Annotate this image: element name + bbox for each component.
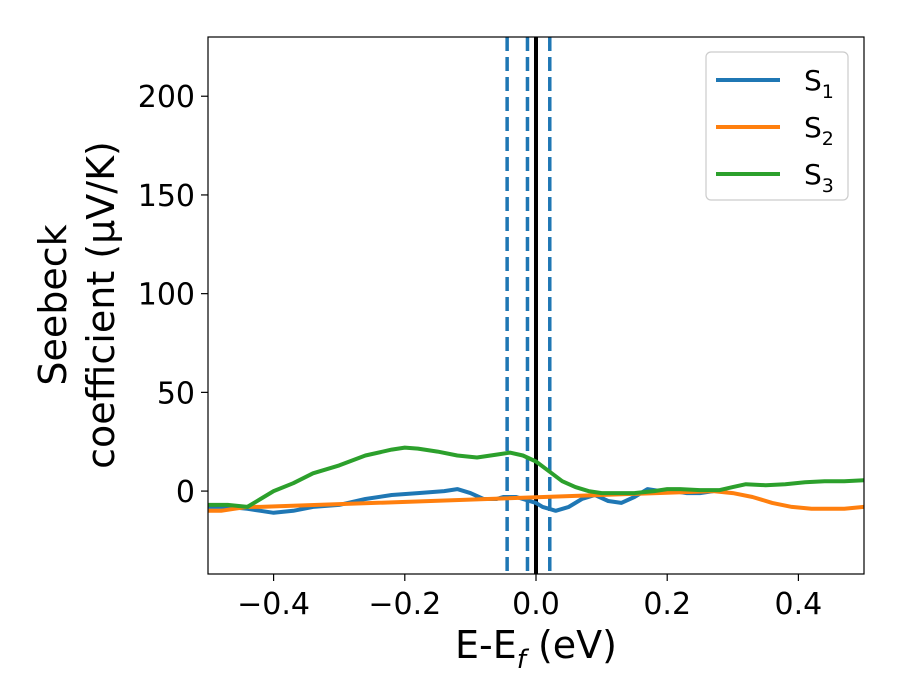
x-axis-label-main: E-E [455,623,517,667]
x-tick-label: −0.4 [237,587,310,622]
legend-label-s2: S2 [804,111,834,150]
y-axis-ticks: 0 50 100 150 200 [138,80,208,510]
y-tick-label: 100 [138,278,195,313]
series-line-s2 [208,489,864,513]
legend-label-s3: S3 [804,158,834,197]
x-axis-label: E-Ef (eV) [455,623,617,675]
y-axis-label-line1: Seebeck [31,224,75,385]
x-tick-label: 0.2 [643,587,691,622]
x-tick-label: 0.0 [512,587,560,622]
x-tick-label: −0.2 [368,587,441,622]
reference-lines [505,37,552,574]
legend-label-s1: S1 [804,64,834,103]
y-tick-label: 0 [176,475,195,510]
legend: S1 S2 S3 [705,51,849,201]
x-tick-label: 0.4 [775,587,823,622]
series-lines [208,445,864,515]
y-axis-label-line2: coefficient (μV/K) [79,141,123,469]
y-tick-label: 50 [157,376,195,411]
y-tick-label: 200 [138,80,195,115]
y-tick-label: 150 [138,179,195,214]
x-axis-ticks: −0.4 −0.2 0.0 0.2 0.4 [237,574,822,622]
y-axis-label: Seebeck coefficient (μV/K) [31,141,123,469]
series-line-s3 [208,445,864,509]
x-axis-label-suffix: (eV) [526,623,617,667]
